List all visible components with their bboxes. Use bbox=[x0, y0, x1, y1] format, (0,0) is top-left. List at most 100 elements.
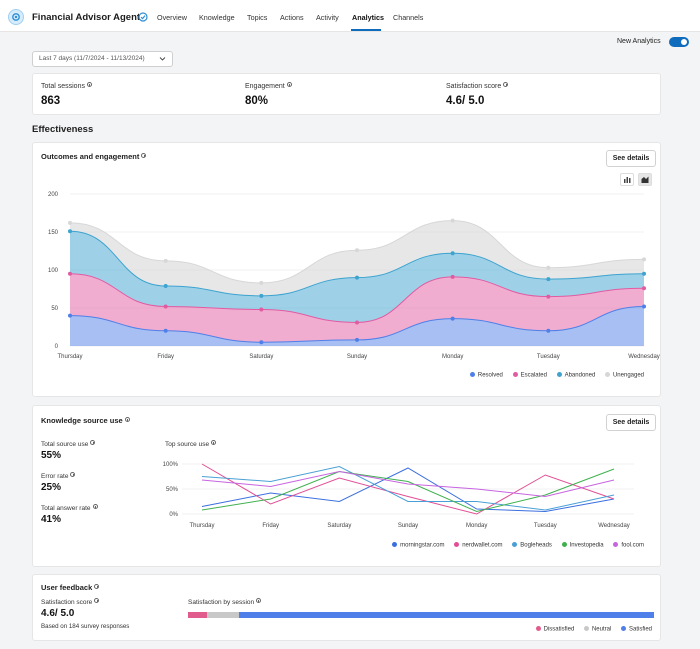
line-morningstar-com bbox=[201, 467, 615, 513]
info-icon[interactable] bbox=[124, 417, 130, 422]
data-point bbox=[642, 257, 646, 262]
info-icon[interactable] bbox=[90, 440, 96, 445]
tab-activity[interactable]: Activity bbox=[316, 13, 339, 22]
x-tick-label: Friday bbox=[157, 354, 174, 360]
engagement-label: Engagement bbox=[245, 82, 292, 90]
info-icon[interactable] bbox=[86, 82, 92, 87]
outcomes-card: Outcomes and engagement See details 0 50 1… bbox=[32, 142, 661, 397]
info-icon[interactable] bbox=[141, 153, 147, 158]
bar-chart-view-icon[interactable] bbox=[620, 173, 634, 186]
area-abandoned bbox=[70, 231, 644, 323]
satisfaction-legend: Dissatisfied Neutral Satisfied bbox=[528, 626, 652, 633]
outcomes-area-chart: 0 50 100 150 200 Thursday Friday Saturday Sunday… bbox=[48, 192, 660, 360]
data-point bbox=[546, 328, 551, 333]
outcomes-see-details-button[interactable]: See details bbox=[606, 150, 656, 167]
tab-overview[interactable]: Overview bbox=[157, 13, 187, 22]
x-tick-label: Thursday bbox=[189, 523, 214, 529]
legend-swatch bbox=[535, 626, 541, 631]
data-point bbox=[163, 258, 168, 263]
total-source-use-label: Total source use bbox=[41, 440, 96, 448]
data-point bbox=[259, 307, 264, 312]
legend-swatch bbox=[561, 542, 567, 547]
data-point bbox=[450, 251, 455, 256]
tab-knowledge[interactable]: Knowledge bbox=[199, 13, 235, 22]
info-icon[interactable] bbox=[94, 598, 100, 603]
legend-swatch bbox=[613, 542, 619, 547]
info-icon[interactable] bbox=[286, 82, 292, 87]
top-source-line-chart: 0% 50% 100% Thursday Friday Saturday Sunday Mon… bbox=[163, 462, 634, 529]
total-answer-rate-label: Total answer rate bbox=[41, 504, 98, 512]
tab-actions[interactable]: Actions bbox=[280, 13, 304, 22]
info-icon[interactable] bbox=[256, 598, 262, 603]
agent-status-icon bbox=[138, 12, 148, 22]
y-tick-label: 100 bbox=[48, 268, 59, 274]
legend-item: Neutral bbox=[583, 626, 611, 633]
data-point bbox=[163, 328, 168, 333]
x-tick-label: Monday bbox=[442, 354, 463, 360]
data-point bbox=[163, 283, 168, 288]
x-tick-label: Monday bbox=[466, 523, 487, 529]
data-point bbox=[546, 265, 551, 270]
tab-channels[interactable]: Channels bbox=[393, 13, 424, 22]
feedback-satisfaction-value: 4.6/ 5.0 bbox=[41, 608, 75, 619]
outcomes-title: Outcomes and engagement bbox=[41, 152, 147, 161]
legend-item: Bogleheads bbox=[512, 542, 552, 549]
new-analytics-label: New Analytics bbox=[617, 38, 661, 45]
area-unengaged bbox=[70, 220, 644, 296]
y-tick-label: 200 bbox=[48, 192, 59, 198]
area-chart-view-icon[interactable] bbox=[638, 173, 652, 186]
knowledge-see-details-button[interactable]: See details bbox=[606, 414, 656, 431]
legend-swatch bbox=[392, 542, 398, 547]
x-tick-label: Wednesday bbox=[628, 354, 660, 360]
data-point bbox=[68, 220, 72, 225]
x-tick-label: Tuesday bbox=[534, 523, 557, 529]
total-source-use-value: 55% bbox=[41, 450, 62, 461]
legend-swatch bbox=[512, 542, 518, 547]
y-tick-label: 0 bbox=[55, 344, 59, 350]
area-resolved bbox=[70, 306, 644, 346]
info-icon[interactable] bbox=[92, 504, 98, 509]
data-point bbox=[546, 294, 551, 299]
data-point bbox=[68, 313, 72, 318]
total-answer-rate-value: 41% bbox=[41, 514, 62, 525]
legend-item: Investopedia bbox=[561, 542, 604, 549]
tab-topics[interactable]: Topics bbox=[247, 13, 268, 22]
area-escalated bbox=[70, 273, 644, 343]
sources-legend: morningstar.com nerdwallet.com Boglehead… bbox=[384, 542, 644, 549]
legend-swatch bbox=[469, 372, 475, 377]
data-point bbox=[259, 280, 264, 285]
data-point bbox=[259, 340, 264, 345]
legend-swatch bbox=[604, 372, 610, 377]
date-range-dropdown[interactable]: Last 7 days (11/7/2024 - 11/13/2024) bbox=[32, 51, 173, 67]
line-investopedia bbox=[201, 468, 615, 513]
tab-analytics[interactable]: Analytics bbox=[352, 13, 384, 22]
legend-item: morningstar.com bbox=[392, 542, 445, 549]
data-point bbox=[450, 218, 455, 223]
legend-item: nerdwallet.com bbox=[454, 542, 503, 549]
legend-swatch bbox=[454, 542, 460, 547]
satisfaction-stacked-bar bbox=[188, 612, 654, 618]
info-icon[interactable] bbox=[503, 82, 509, 87]
bar-segment-satisfied bbox=[239, 612, 654, 618]
info-icon[interactable] bbox=[94, 584, 100, 589]
knowledge-title: Knowledge source use bbox=[41, 416, 130, 425]
legend-item: Resolved bbox=[469, 372, 503, 379]
info-icon[interactable] bbox=[70, 472, 76, 477]
x-tick-label: Thursday bbox=[57, 354, 82, 360]
data-point bbox=[642, 286, 646, 291]
legend-swatch bbox=[583, 626, 589, 631]
data-point bbox=[546, 277, 551, 282]
date-range-value: Last 7 days (11/7/2024 - 11/13/2024) bbox=[39, 55, 145, 62]
user-feedback-card: User feedback Satisfaction score 4.6/ 5.… bbox=[32, 574, 661, 641]
info-icon[interactable] bbox=[211, 440, 217, 445]
x-tick-label: Sunday bbox=[347, 354, 367, 360]
y-tick-label: 150 bbox=[48, 230, 59, 236]
new-analytics-toggle[interactable] bbox=[669, 37, 689, 47]
data-point bbox=[68, 271, 72, 276]
legend-swatch bbox=[512, 372, 518, 377]
bar-segment-neutral bbox=[206, 612, 240, 618]
y-tick-label: 100% bbox=[163, 462, 179, 468]
x-tick-label: Wednesday bbox=[598, 523, 630, 529]
y-tick-label: 50 bbox=[51, 306, 58, 312]
user-feedback-title: User feedback bbox=[41, 583, 100, 592]
